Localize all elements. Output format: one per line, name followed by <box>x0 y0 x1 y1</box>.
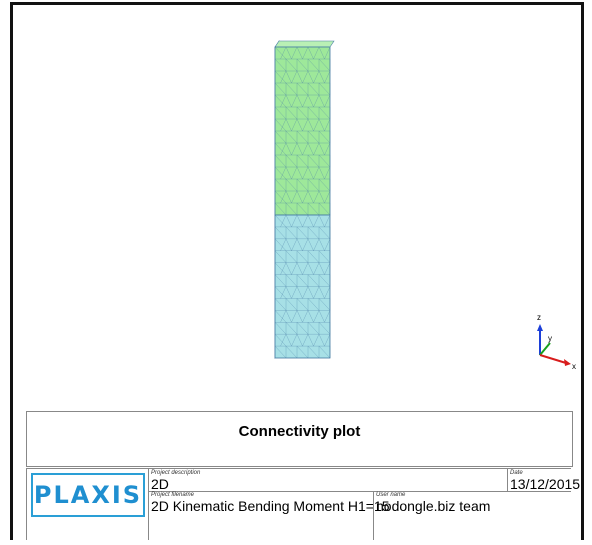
column-top-face <box>274 40 335 48</box>
report-frame: z y x Connectivity plot PLAXIS Project des… <box>10 2 584 540</box>
axis-x-line <box>539 354 567 364</box>
plot-caption-box: Connectivity plot <box>26 411 573 467</box>
project-filename-value: 2D Kinematic Bending Moment H1=15 <box>151 498 390 514</box>
axis-y-label: y <box>548 334 552 343</box>
project-filename-cell: Project filename 2D Kinematic Bending Mo… <box>149 491 390 540</box>
date-cell: Date 13/12/2015 <box>507 469 580 492</box>
project-description-label: Project description <box>151 470 201 476</box>
project-description-cell: Project description 2D <box>149 469 507 492</box>
title-divider <box>149 491 571 492</box>
axis-x-arrow <box>564 359 571 366</box>
title-block: PLAXIS Project description 2D Date 13/12… <box>26 468 580 540</box>
logo-cell: PLAXIS <box>26 469 149 540</box>
mesh-lines <box>274 46 331 359</box>
user-name-label: User name <box>376 492 406 498</box>
axis-triad: z y x <box>537 313 576 371</box>
user-name-cell: User name nodongle.biz team <box>373 491 571 540</box>
soil-column-model[interactable] <box>274 40 335 359</box>
axis-z-arrow <box>537 324 543 331</box>
project-filename-label: Project filename <box>151 492 195 498</box>
plot-caption: Connectivity plot <box>238 423 361 440</box>
axis-y-line <box>539 342 551 356</box>
axis-z-label: z <box>537 313 541 322</box>
user-name-value: nodongle.biz team <box>376 498 491 514</box>
date-value: 13/12/2015 <box>510 476 581 492</box>
date-label: Date <box>510 470 523 476</box>
plaxis-logo: PLAXIS <box>31 473 145 517</box>
model-viewport[interactable]: z y x <box>13 5 581 405</box>
axis-x-label: x <box>572 362 576 371</box>
project-description-value: 2D <box>151 476 169 492</box>
